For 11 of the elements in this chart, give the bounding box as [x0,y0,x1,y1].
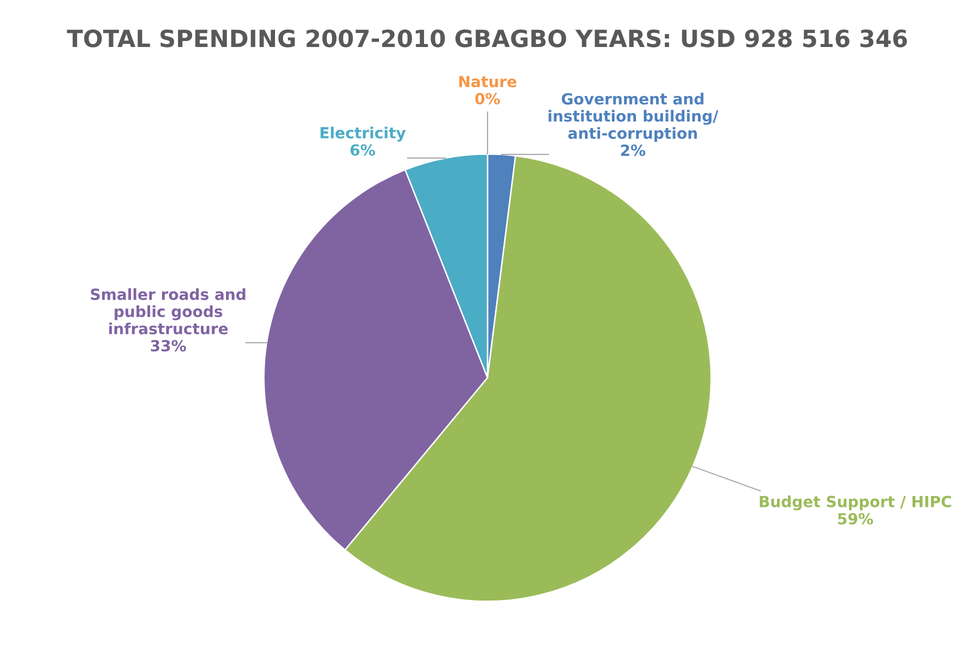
slice-label: Electricity [320,126,406,142]
category-label: Nature [459,76,516,88]
slice-label: Smaller roads and public goods infrastructure [90,288,246,334]
data-label: 2% [621,144,646,156]
data-label: 33% [150,340,186,352]
slice-label: Budget Support / HIPC [760,495,952,510]
slice-label: Government and institution building/ anti-corruption [548,92,718,142]
text: 0% [475,92,500,104]
data-label: 59% [838,512,874,525]
chart-title: TOTAL SPENDING 2007-2010 GBAGBO YEARS: USD 928 516 346 [66,29,907,48]
data-label: 6% [350,144,376,156]
